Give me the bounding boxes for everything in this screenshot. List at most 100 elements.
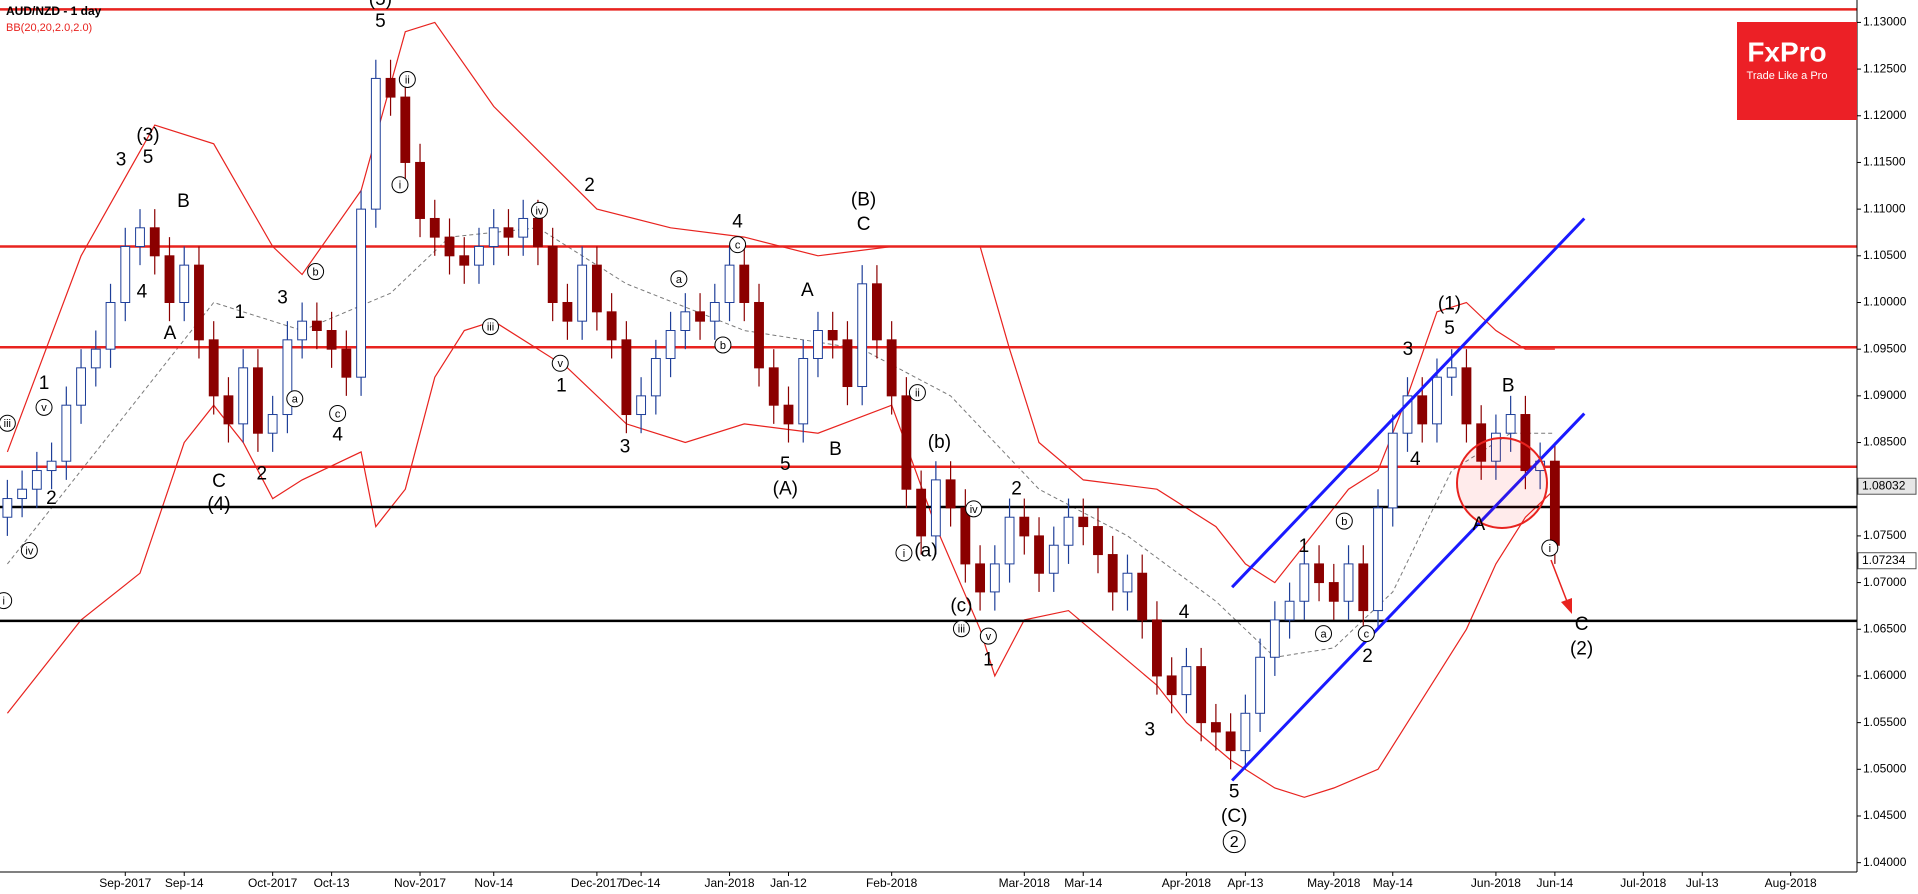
candle-body xyxy=(975,563,986,593)
y-tick-label: 1.05000 xyxy=(1863,761,1907,775)
wave-label: (C) xyxy=(1221,806,1247,827)
x-tick-label: Sep-2017 xyxy=(99,876,151,890)
x-tick-label: Dec-14 xyxy=(622,876,661,890)
x-tick-label: Dec-2017 xyxy=(571,876,623,890)
x-tick-label: Jul-13 xyxy=(1686,876,1719,890)
chart-title: AUD/NZD - 1 day xyxy=(6,4,102,18)
candle-body xyxy=(385,77,396,98)
candle-body xyxy=(857,283,868,388)
candle-body xyxy=(31,470,42,490)
y-tick-label: 1.07000 xyxy=(1863,575,1907,589)
wave-label: (4) xyxy=(207,494,230,515)
candle-body xyxy=(1137,572,1148,621)
y-tick-label: 1.10500 xyxy=(1863,248,1907,262)
wave-label: (A) xyxy=(773,478,798,499)
wave-label-circled: i xyxy=(399,180,401,192)
y-tick-label: 1.12000 xyxy=(1863,108,1907,122)
candle-body xyxy=(695,311,705,322)
candle-body xyxy=(783,404,794,425)
wave-label: 2 xyxy=(46,488,57,509)
candle-body xyxy=(429,217,440,238)
wave-label: 5 xyxy=(1229,782,1240,803)
candle-body xyxy=(533,217,543,247)
candle-body xyxy=(1004,516,1015,565)
wave-label-circled: a xyxy=(292,394,299,406)
candle-body xyxy=(768,367,779,406)
candle-body xyxy=(1034,535,1044,574)
wave-label-circled: i xyxy=(903,548,905,560)
wave-label: (1) xyxy=(1438,294,1461,315)
candle-body xyxy=(1284,600,1295,621)
candle-body xyxy=(208,339,219,397)
candle-body xyxy=(223,395,234,425)
wave-label: 5 xyxy=(1444,318,1455,339)
wave-label: 3 xyxy=(1403,339,1414,360)
wave-label: C xyxy=(1575,614,1589,635)
candle-body xyxy=(488,227,499,247)
x-tick-label: May-2018 xyxy=(1307,876,1361,890)
x-tick-label: Jan-2018 xyxy=(705,876,755,890)
candle-body xyxy=(1328,582,1339,602)
candle-body xyxy=(1402,395,1413,434)
candle-body xyxy=(754,301,764,369)
wave-label-circled: iii xyxy=(487,322,494,334)
candle-body xyxy=(621,339,632,416)
candle-body xyxy=(1152,619,1162,677)
wave-label-circle xyxy=(551,354,569,372)
candle-body xyxy=(1299,563,1310,602)
wave-label: (B) xyxy=(851,190,876,211)
logo-name: FxPro xyxy=(1747,36,1826,67)
candle-body xyxy=(1446,367,1457,378)
wave-label: C xyxy=(857,214,871,235)
candle-body xyxy=(1314,563,1324,584)
projection-arrowhead xyxy=(1561,598,1572,614)
candle-body xyxy=(871,283,882,341)
candle-body xyxy=(709,301,720,322)
wave-label-circle xyxy=(20,541,38,559)
wave-label: 2 xyxy=(584,175,595,196)
candle-body xyxy=(474,245,484,266)
wave-label-circled: b xyxy=(720,340,726,352)
wave-label-circled: iv xyxy=(25,545,33,557)
x-tick-label: Jun-14 xyxy=(1537,876,1574,890)
y-tick-label: 1.11000 xyxy=(1863,201,1906,215)
price-marker-label: 1.07234 xyxy=(1862,553,1906,567)
candle-body xyxy=(1181,666,1192,696)
wave-label-circle xyxy=(1541,539,1559,557)
wave-label-circled: a xyxy=(1320,629,1327,641)
candle-body xyxy=(945,479,956,509)
wave-label: (a) xyxy=(914,541,937,562)
x-tick-label: Nov-14 xyxy=(474,876,513,890)
wave-label-circled: i xyxy=(1549,543,1551,555)
candle-body xyxy=(17,488,28,500)
candle-body xyxy=(444,236,455,257)
trend-channel xyxy=(1231,412,1586,782)
candle-body xyxy=(1255,656,1266,714)
candle-body xyxy=(1387,432,1398,509)
wave-label: 4 xyxy=(732,212,743,233)
candle-body xyxy=(1505,414,1516,434)
wave-label-circle xyxy=(1335,512,1353,530)
wave-label-circle xyxy=(35,398,53,416)
wave-label: B xyxy=(1502,376,1515,397)
candle-body xyxy=(341,348,352,378)
wave-label-circle xyxy=(0,414,16,432)
wave-label: 1 xyxy=(234,302,245,323)
wave-label-circle xyxy=(307,263,325,281)
candle-body xyxy=(1019,516,1030,537)
wave-label-circle xyxy=(729,236,747,254)
wave-label-circled: c xyxy=(335,408,341,420)
wave-label-circled: v xyxy=(986,631,992,643)
candle-body xyxy=(164,255,175,303)
wave-label: 1 xyxy=(556,376,567,397)
wave-label: B xyxy=(177,191,190,212)
candle-body xyxy=(297,320,308,341)
candle-body xyxy=(827,330,838,341)
candle-body xyxy=(901,395,912,490)
logo-tagline: Trade Like a Pro xyxy=(1747,70,1828,82)
wave-label-circle xyxy=(286,390,304,408)
wave-label: 3 xyxy=(277,287,288,308)
